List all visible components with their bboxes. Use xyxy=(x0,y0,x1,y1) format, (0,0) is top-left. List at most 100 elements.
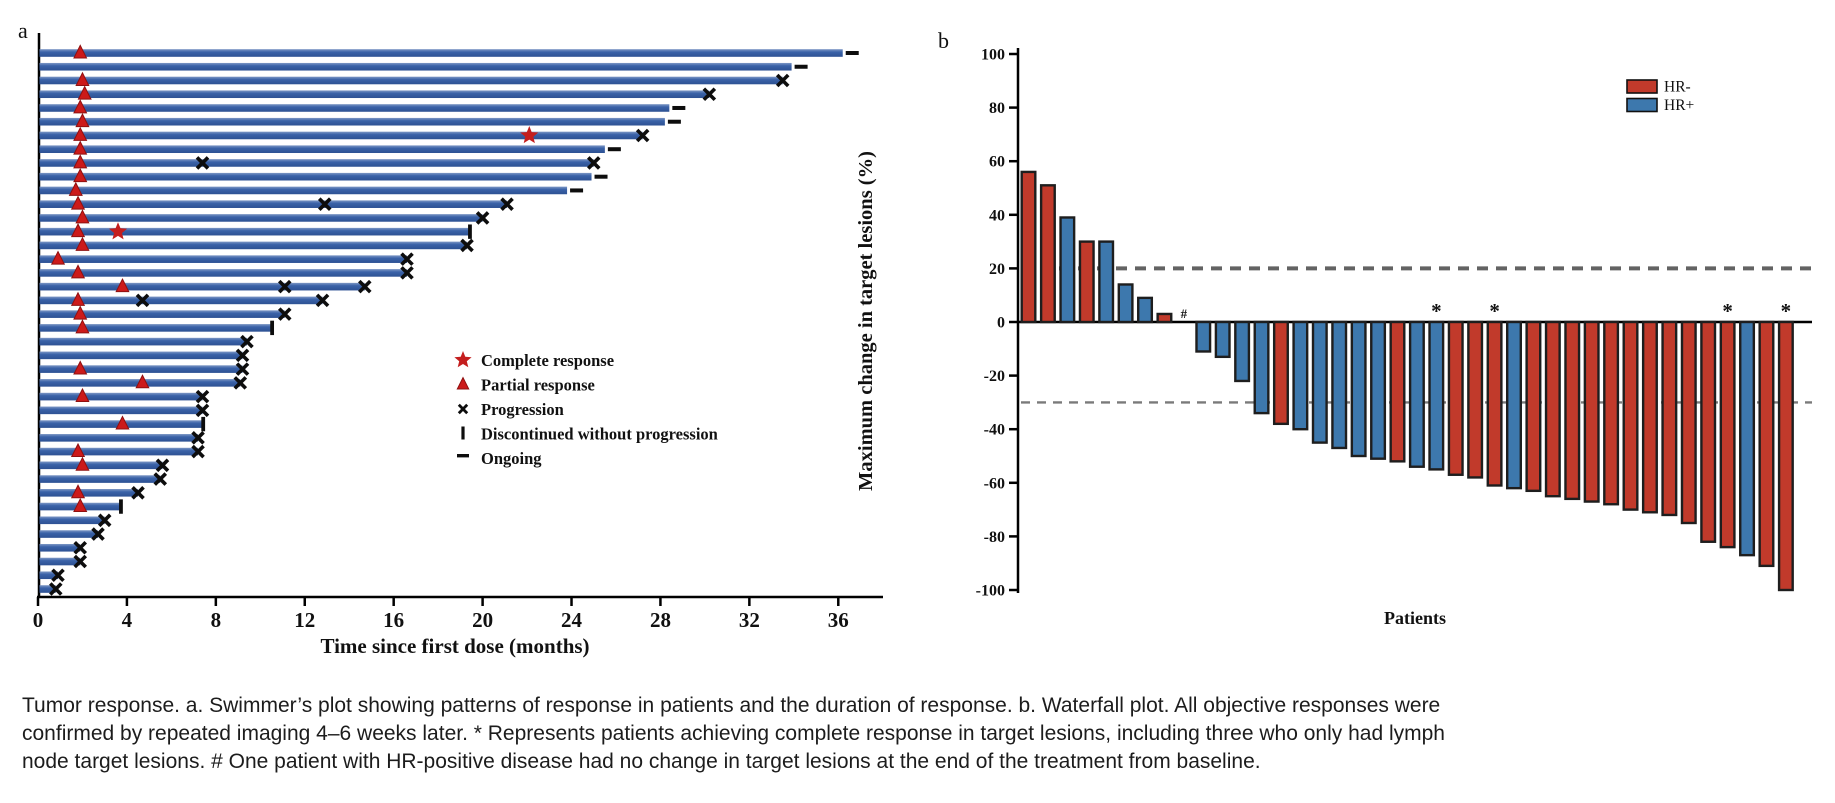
swimmer-bar xyxy=(39,461,163,470)
progression-x-icon xyxy=(135,293,150,308)
swimmer-bar xyxy=(39,434,199,442)
ongoing-dash-icon xyxy=(570,188,584,193)
swimmer-bar xyxy=(39,571,59,580)
no-change-hash: # xyxy=(1181,306,1188,321)
ongoing-dash-icon xyxy=(672,105,686,110)
waterfall-bar xyxy=(1680,320,1697,525)
swimmer-bar xyxy=(39,62,792,71)
progression-x-icon xyxy=(235,362,250,376)
a-legend-label: Discontinued without progression xyxy=(481,425,718,444)
b-legend-swatch xyxy=(1626,79,1658,94)
waterfall-bar xyxy=(1505,320,1522,490)
swimmer-bar xyxy=(39,447,199,456)
b-y-tick-label: 20 xyxy=(989,261,1005,278)
partial-response-triangle-icon xyxy=(75,236,90,251)
ongoing-dash-icon xyxy=(607,147,621,152)
b-y-tick-label: -100 xyxy=(976,583,1005,600)
progression-x-icon xyxy=(153,472,168,486)
complete-response-asterisk: * xyxy=(1431,299,1442,323)
swimmer-bar xyxy=(39,145,605,154)
progression-x-icon xyxy=(97,513,112,528)
progression-x-icon xyxy=(317,197,332,211)
complete-response-asterisk: * xyxy=(1489,299,1500,323)
progression-x-icon xyxy=(191,431,205,445)
waterfall-bar xyxy=(1486,320,1503,487)
partial-response-triangle-icon xyxy=(73,126,88,141)
partial-response-triangle-icon xyxy=(73,305,88,320)
progression-x-icon xyxy=(400,252,414,266)
swimmer-bar xyxy=(39,90,710,99)
partial-response-triangle-icon xyxy=(70,222,86,238)
waterfall-bar xyxy=(1622,320,1639,511)
partial-response-triangle-icon xyxy=(70,264,86,279)
vbar-icon xyxy=(461,426,465,440)
panel-b-label: b xyxy=(938,28,949,53)
a-x-tick-label: 28 xyxy=(650,608,671,632)
waterfall-bar xyxy=(1467,320,1484,479)
waterfall-bar xyxy=(1758,320,1775,568)
partial-response-triangle-icon xyxy=(68,181,83,196)
waterfall-bar xyxy=(1059,216,1076,324)
partial-response-triangle-icon xyxy=(135,374,150,389)
b-y-axis-title: Maximum change in target lesions (%) xyxy=(855,151,877,491)
a-x-tick-label: 12 xyxy=(294,608,315,632)
caption-line-2: confirmed by repeated imaging 4–6 weeks … xyxy=(22,722,1445,745)
swimmer-bar xyxy=(39,337,247,346)
figure-caption: Tumor response. a. Swimmer’s plot showin… xyxy=(22,692,1817,776)
waterfall-bar xyxy=(1544,320,1561,498)
b-y-tick-label: 80 xyxy=(989,100,1005,117)
a-x-axis-title: Time since first dose (months) xyxy=(320,634,589,658)
progression-x-icon xyxy=(195,403,210,418)
progression-x-icon xyxy=(475,211,490,225)
waterfall-bar xyxy=(1389,320,1406,463)
star-icon xyxy=(454,351,472,368)
waterfall-plot: b 100 80 60 40 20 0 -20 -40 -60 -80 -100 Maximum cha… xyxy=(855,28,1812,628)
progression-x-icon xyxy=(586,156,601,170)
swimmer-bar xyxy=(39,475,161,483)
progression-x-icon xyxy=(277,307,292,321)
a-x-tick-label: 8 xyxy=(211,608,222,632)
a-x-tick-label: 36 xyxy=(828,608,849,632)
ongoing-dash-icon xyxy=(794,64,808,69)
swimmer-plot: a 0 4 8 12 16 20 24 28 32 36 Time since first dose … xyxy=(18,18,883,658)
progression-x-icon xyxy=(155,458,170,473)
partial-response-triangle-icon xyxy=(73,44,88,59)
partial-response-triangle-icon xyxy=(73,167,88,183)
complete-response-asterisk: * xyxy=(1722,299,1733,323)
a-legend-label: Complete response xyxy=(481,351,614,370)
partial-response-triangle-icon xyxy=(77,85,92,100)
a-legend: Complete response Partial response Progres… xyxy=(454,351,718,468)
waterfall-bar xyxy=(1428,320,1445,471)
ongoing-dash-icon xyxy=(845,51,859,55)
swimmer-bar xyxy=(39,159,594,167)
waterfall-bar xyxy=(1700,320,1717,543)
progression-x-icon xyxy=(73,554,88,569)
progression-x-icon xyxy=(49,582,63,596)
progression-x-icon xyxy=(775,73,790,88)
progression-x-icon xyxy=(233,376,248,390)
b-legend-label: HR+ xyxy=(1664,97,1694,114)
swimmer-bar xyxy=(39,351,243,360)
swimmer-bar xyxy=(39,310,285,318)
swimmer-bar xyxy=(39,200,508,208)
waterfall-bar xyxy=(1078,240,1095,324)
complete-response-star-icon xyxy=(109,222,128,240)
swimmer-bar xyxy=(39,214,483,222)
b-legend-label: HR- xyxy=(1664,79,1691,96)
partial-response-triangle-icon xyxy=(75,209,90,224)
dash-icon xyxy=(457,454,469,458)
waterfall-bar xyxy=(1020,170,1037,324)
complete-response-star-icon xyxy=(520,126,539,144)
partial-response-triangle-icon xyxy=(73,360,88,375)
progression-x-icon xyxy=(400,266,414,280)
swimmer-bar xyxy=(39,255,408,263)
partial-response-triangle-icon xyxy=(70,195,86,210)
progression-x-icon xyxy=(235,348,250,363)
caption-line-1: Tumor response. a. Swimmer’s plot showin… xyxy=(22,694,1441,717)
x-icon xyxy=(457,403,469,415)
partial-response-triangle-icon xyxy=(50,250,66,265)
b-y-tick-label: 40 xyxy=(989,207,1005,224)
a-legend-label: Partial response xyxy=(481,376,595,395)
partial-response-triangle-icon xyxy=(115,415,130,430)
